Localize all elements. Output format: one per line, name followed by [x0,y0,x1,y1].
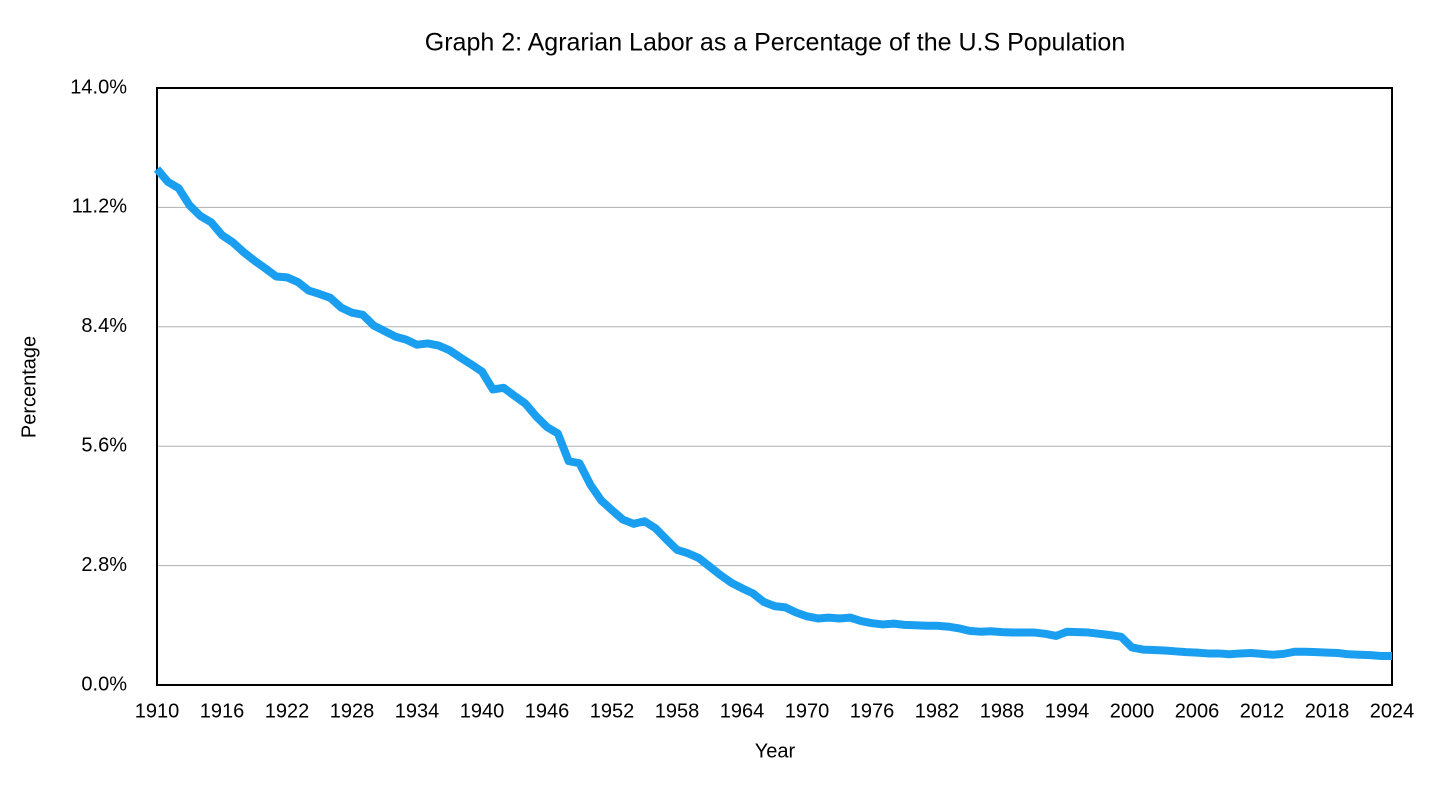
x-axis-label: Year [755,740,796,762]
x-tick-label: 1970 [785,700,830,722]
data-line [153,166,1392,661]
y-tick-label: 11.2% [72,196,127,218]
x-tick-label: 1982 [915,700,960,722]
y-tick-label: 2.8% [81,554,127,576]
x-tick-label: 1910 [135,700,180,722]
x-tick-label: 2000 [1110,700,1155,722]
x-tick-label: 1958 [655,700,700,722]
y-tick-label: 14.0% [70,76,127,98]
x-tick-label: 2012 [1240,700,1285,722]
plot-frame [156,87,1393,686]
x-tick-label: 1988 [980,700,1025,722]
y-tick-label: 0.0% [81,673,127,695]
x-tick-label: 1922 [265,700,310,722]
x-tick-label: 1940 [460,700,505,722]
y-tick-label: 8.4% [81,315,127,337]
chart-title: Graph 2: Agrarian Labor as a Percentage … [425,29,1125,57]
y-tick-label: 5.6% [81,434,127,456]
x-tick-label: 2018 [1305,700,1350,722]
x-tick-label: 1946 [525,700,570,722]
y-axis-label: Percentage [18,336,40,438]
x-tick-label: 2006 [1175,700,1220,722]
x-tick-label: 1952 [590,700,635,722]
x-tick-label: 1916 [200,700,245,722]
x-tick-label: 2024 [1370,700,1415,722]
x-tick-label: 1964 [720,700,765,722]
x-tick-label: 1934 [395,700,440,722]
x-tick-label: 1994 [1045,700,1090,722]
x-tick-label: 1928 [330,700,375,722]
x-tick-label: 1976 [850,700,895,722]
